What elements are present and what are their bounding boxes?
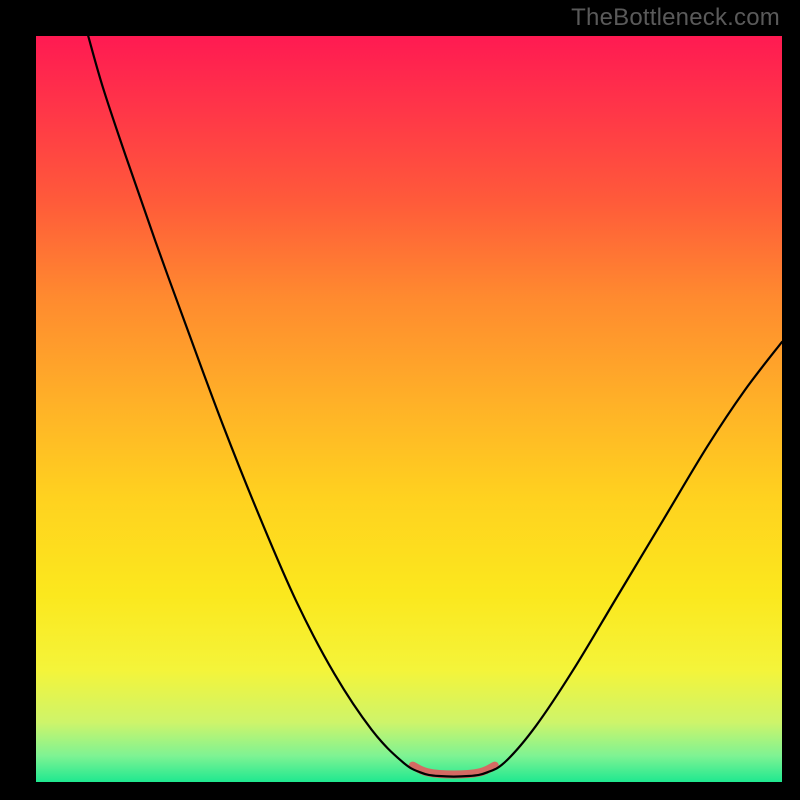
watermark-text: TheBottleneck.com (571, 4, 780, 32)
curve-layer (36, 36, 782, 782)
plot-area (36, 36, 782, 782)
bottleneck-curve (88, 36, 782, 777)
chart-frame: TheBottleneck.com (0, 0, 800, 800)
